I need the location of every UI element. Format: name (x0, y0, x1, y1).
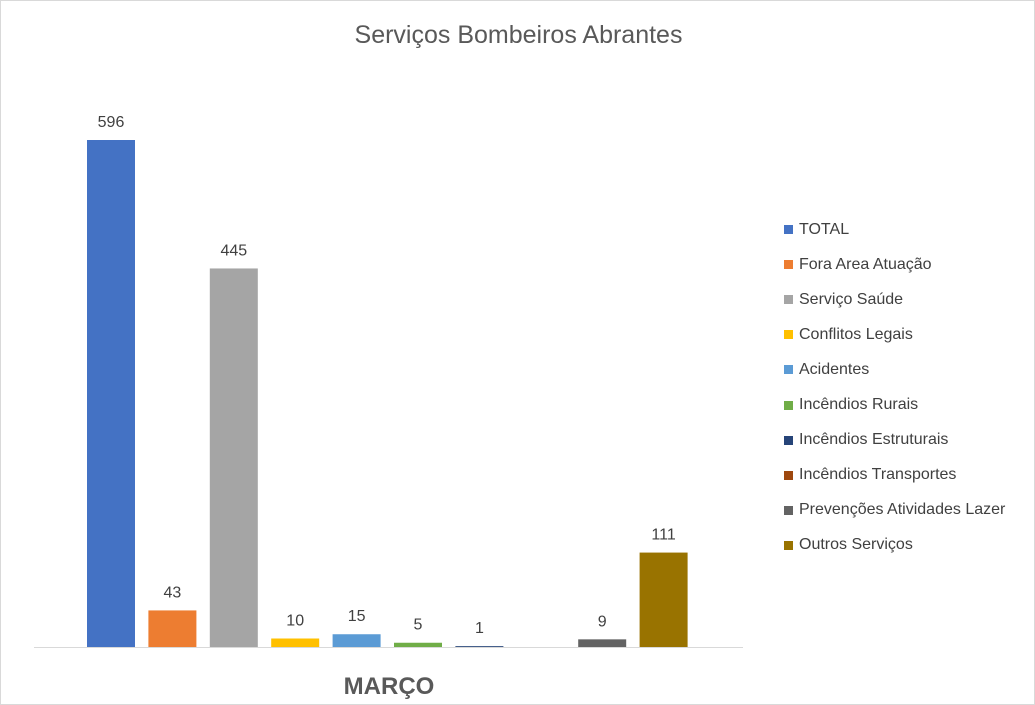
legend-label: Fora Area Atuação (799, 255, 932, 273)
legend-item-conflitos-legais: Conflitos Legais (784, 317, 1029, 352)
data-label-fora-area-atuacao: 43 (164, 584, 182, 601)
legend-label: Conflitos Legais (799, 325, 913, 343)
legend-swatch (784, 435, 793, 445)
legend-swatch (784, 260, 793, 270)
legend-item-total: TOTAL (784, 212, 1029, 247)
legend-item-incendios-transportes: Incêndios Transportes (784, 458, 1029, 493)
legend-swatch (784, 470, 793, 480)
category-label: MARÇO (344, 673, 435, 700)
legend-label: Incêndios Rurais (799, 396, 919, 414)
legend-item-acidentes: Acidentes (784, 352, 1029, 387)
bar-incendios-rurais (394, 642, 442, 647)
bar-acidentes (332, 634, 381, 647)
legend-item-servico-saude: Serviço Saúde (784, 282, 1029, 317)
chart-title: Serviços Bombeiros Abrantes (354, 21, 683, 49)
legend-label: Serviço Saúde (799, 290, 904, 308)
bar-outros-servicos (639, 552, 688, 647)
legend-item-incendios-estruturais: Incêndios Estruturais (784, 423, 1029, 458)
data-label-prevencoes-atividades-lazer: 9 (598, 613, 607, 630)
data-label-conflitos-legais: 10 (286, 612, 304, 629)
legend-item-prevencoes-atividades-lazer: Prevenções Atividades Lazer (784, 493, 1029, 528)
legend-label: Incêndios Estruturais (799, 431, 949, 449)
data-label-acidentes: 15 (348, 608, 366, 625)
legend-swatch (784, 225, 793, 235)
legend-swatch (784, 400, 793, 410)
data-label-outros-servicos: 111 (651, 527, 675, 544)
legend-label: Acidentes (799, 360, 870, 378)
data-label-incendios-estruturais: 1 (475, 620, 484, 637)
bar-total (87, 140, 135, 647)
legend-swatch (784, 365, 793, 375)
legend-swatch (784, 330, 793, 340)
bar-servico-saude (209, 268, 258, 647)
bar-prevencoes-atividades-lazer (578, 639, 627, 647)
data-label-servico-saude: 445 (220, 242, 247, 259)
legend-label: TOTAL (799, 220, 850, 238)
bar-conflitos-legais (271, 638, 320, 647)
legend-swatch (784, 505, 793, 515)
legend-swatch (784, 295, 793, 305)
data-label-incendios-rurais: 5 (414, 617, 423, 634)
bar-fora-area-atuacao (148, 610, 197, 647)
legend-item-fora-area-atuacao: Fora Area Atuação (784, 247, 1029, 282)
legend-label: Incêndios Transportes (799, 466, 957, 484)
bar-incendios-estruturais (455, 646, 504, 647)
legend-label: Outros Serviços (799, 536, 913, 554)
data-label-total: 596 (98, 114, 125, 131)
legend: TOTAL Fora Area Atuação Serviço Saúde Confl… (784, 212, 1029, 563)
legend-item-incendios-rurais: Incêndios Rurais (784, 387, 1029, 422)
legend-swatch (784, 540, 793, 550)
legend-item-outros-servicos: Outros Serviços (784, 528, 1029, 563)
legend-label: Prevenções Atividades Lazer (799, 501, 1006, 519)
